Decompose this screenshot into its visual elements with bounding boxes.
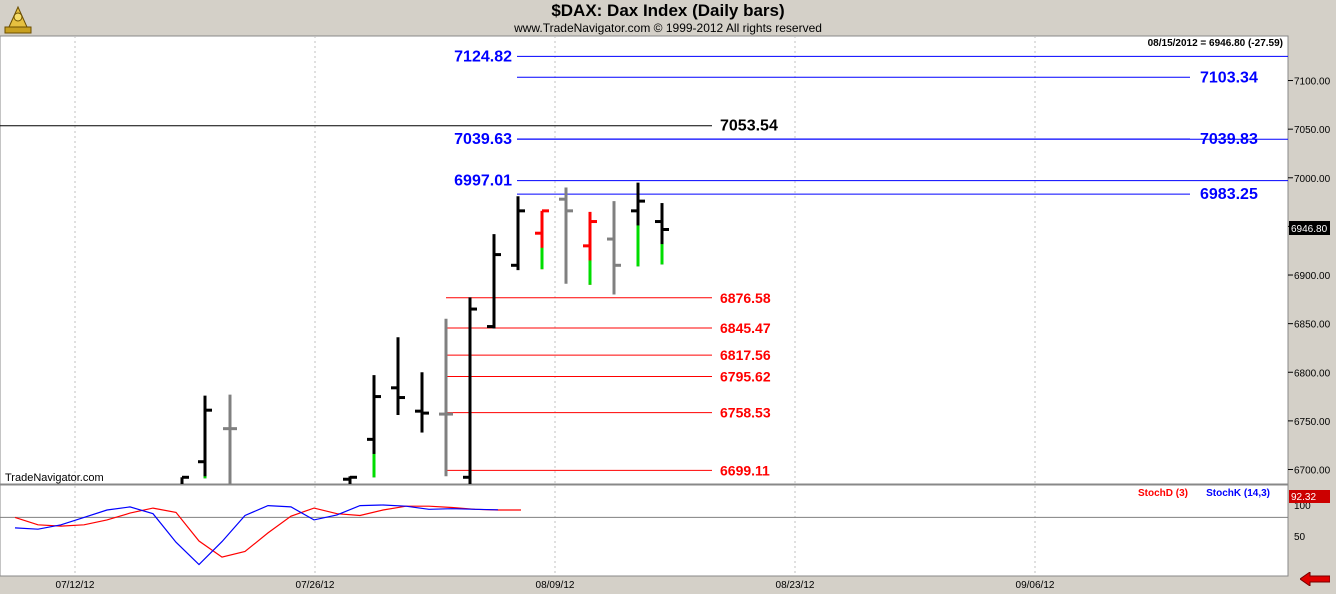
stoch-panel-bg (0, 484, 1289, 577)
x-tick-label: 08/09/12 (536, 580, 575, 591)
red-left-arrow-icon[interactable] (1299, 571, 1331, 591)
trade-navigator-logo-icon (3, 3, 33, 40)
ohlc-bar (631, 182, 645, 267)
ohlc-bar (655, 203, 669, 265)
y-tick-label: 6750.00 (1294, 417, 1331, 428)
level-label: 6997.01 (454, 173, 512, 190)
level-label: 7053.54 (720, 118, 778, 135)
price-panel-bg (0, 35, 1289, 485)
y-tick-label: 6900.00 (1294, 271, 1331, 282)
y-tick-label: 7050.00 (1294, 125, 1331, 136)
level-label: 6845.47 (720, 320, 771, 336)
ohlc-bar (487, 234, 501, 329)
info-label: 08/15/2012 = 6946.80 (-27.59) (1148, 38, 1283, 49)
ohlc-bar (559, 187, 573, 284)
ohlc-bar (343, 475, 357, 484)
stoch-k-legend: StochK (14,3) (1206, 488, 1270, 499)
ohlc-bar (511, 196, 525, 271)
ohlc-bar (583, 211, 597, 285)
level-label: 6795.62 (720, 369, 771, 385)
ohlc-bar (367, 375, 381, 478)
level-label: 6983.25 (1200, 186, 1258, 203)
ohlc-bar (415, 372, 429, 433)
stoch-y-tick-label: 100 (1294, 501, 1311, 512)
last-stoch-box (1289, 490, 1330, 503)
y-tick-label: 6850.00 (1294, 320, 1331, 331)
x-tick-label: 08/23/12 (776, 580, 815, 591)
y-tick-label: 7000.00 (1294, 174, 1331, 185)
level-label: 7103.34 (1200, 69, 1258, 86)
level-label: 7039.83 (1200, 131, 1258, 148)
level-label: 6817.56 (720, 347, 771, 363)
ohlc-bar (439, 318, 453, 477)
last-price-label: 6946.80 (1291, 224, 1328, 235)
ohlc-bar (463, 297, 477, 484)
level-label: 7124.82 (454, 48, 512, 65)
chart-title: $DAX: Dax Index (Daily bars) (551, 1, 785, 20)
ohlc-bar (180, 475, 189, 484)
y-tick-label: 7100.00 (1294, 77, 1331, 88)
stoch-d-legend: StochD (3) (1138, 488, 1188, 499)
ohlc-bar (607, 201, 621, 295)
level-label: 7039.63 (454, 131, 512, 148)
y-tick-label: 6800.00 (1294, 368, 1331, 379)
last-stoch-label: 92.32 (1291, 492, 1316, 503)
stoch-line-red (14, 505, 521, 558)
x-tick-label: 07/26/12 (296, 580, 335, 591)
ohlc-bar (223, 394, 237, 484)
ohlc-bar (198, 395, 212, 479)
ohlc-bar (391, 337, 405, 416)
y-tick-label: 6700.00 (1294, 466, 1331, 477)
ohlc-bar (535, 209, 549, 270)
level-label: 6758.53 (720, 405, 771, 421)
watermark: TradeNavigator.com (5, 472, 104, 484)
level-label: 6699.11 (720, 462, 770, 478)
level-label: 6876.58 (720, 290, 771, 306)
last-price-box (1289, 221, 1330, 235)
copyright-text: www.TradeNavigator.com © 1999-2012 All r… (514, 21, 822, 35)
x-tick-label: 09/06/12 (1016, 580, 1055, 591)
x-tick-label: 07/12/12 (56, 580, 95, 591)
stoch-line-blue (14, 504, 499, 566)
stoch-y-tick-label: 50 (1294, 532, 1306, 543)
